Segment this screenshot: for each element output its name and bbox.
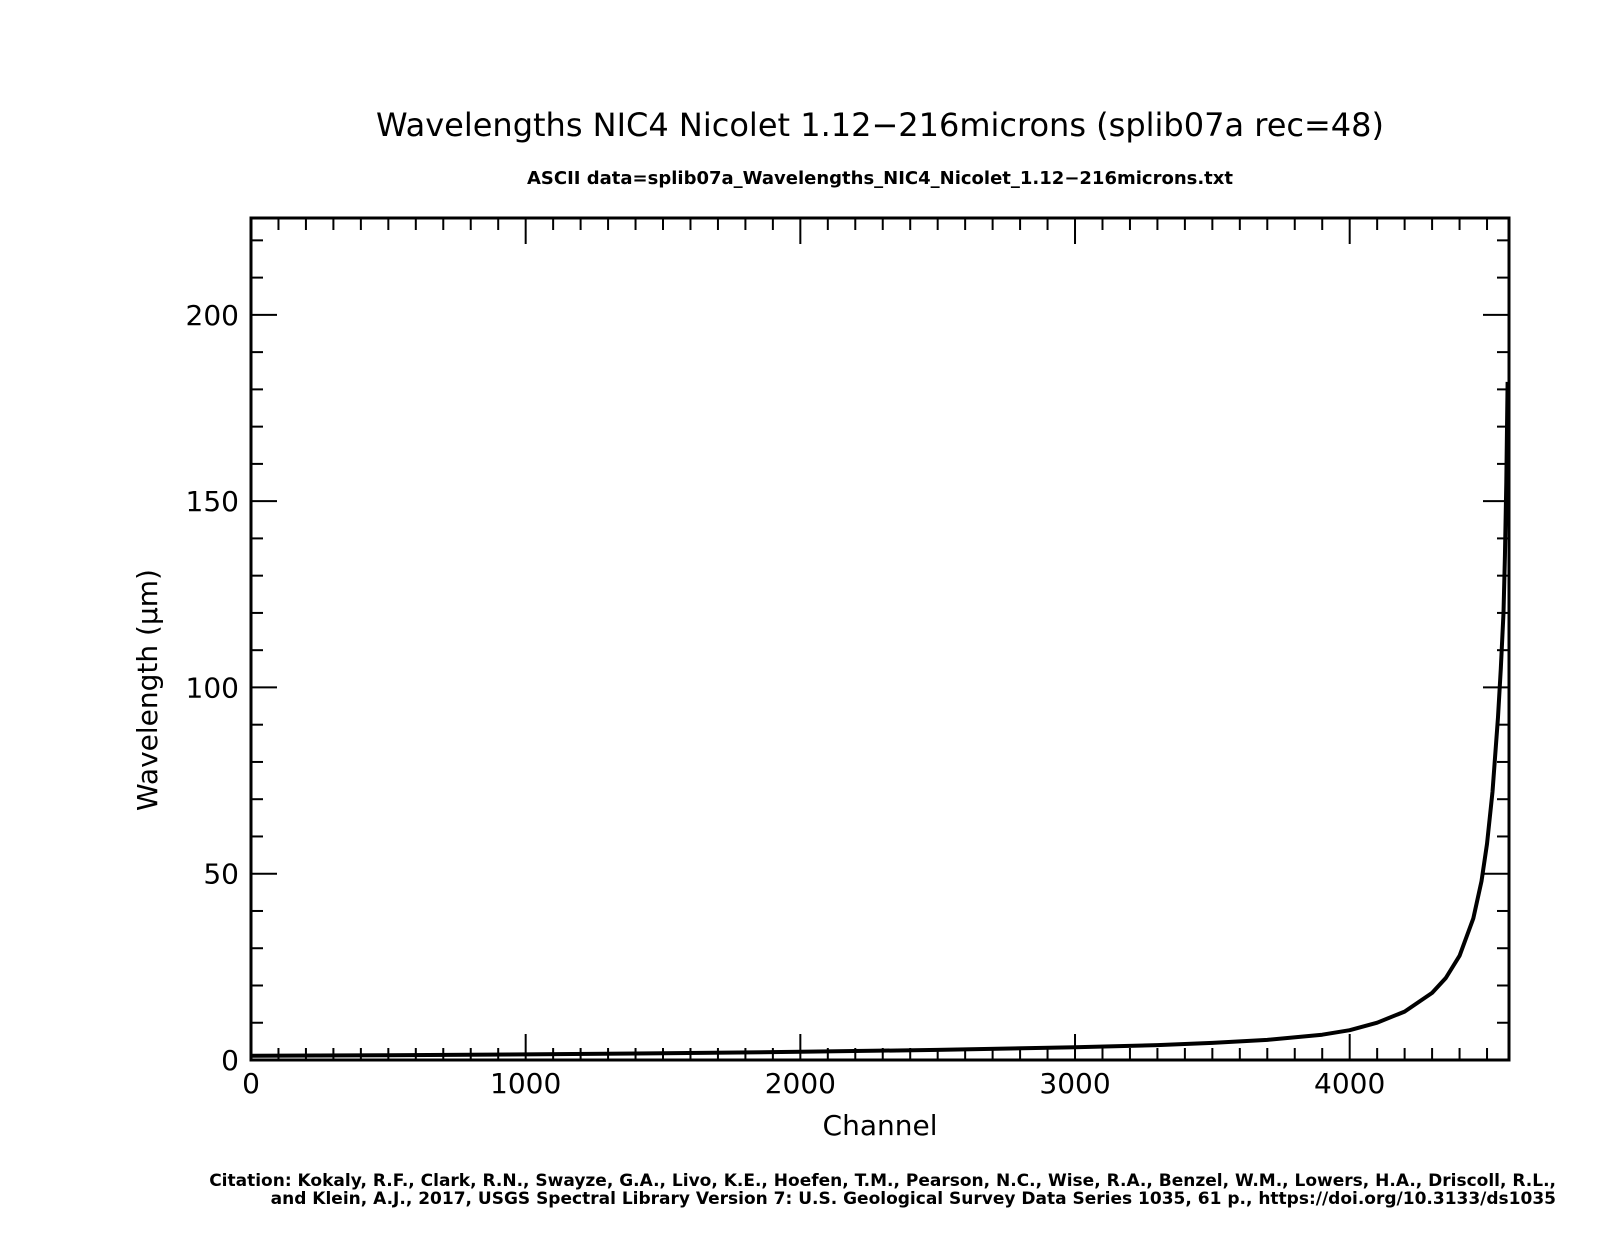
x-tick-label: 4000: [1314, 1067, 1385, 1100]
chart-subtitle: ASCII data=splib07a_Wavelengths_NIC4_Nic…: [527, 168, 1233, 189]
citation-line-2: and Klein, A.J., 2017, USGS Spectral Lib…: [271, 1189, 1556, 1209]
x-tick-label: 3000: [1039, 1067, 1110, 1100]
x-axis-label: Channel: [823, 1109, 938, 1142]
y-tick-label: 0: [221, 1044, 239, 1077]
x-tick-label: 2000: [765, 1067, 836, 1100]
y-tick-label: 200: [186, 299, 239, 332]
tick-labels: 0 1000 2000 3000 4000 0 50 100 150 200: [186, 299, 1386, 1100]
y-tick-label: 150: [186, 485, 239, 518]
axis-ticks: [250, 218, 1509, 1061]
x-tick-label: 0: [242, 1067, 260, 1100]
series-line: [250, 381, 1510, 1058]
plot-border: [249, 216, 1511, 1062]
x-tick-label: 1000: [490, 1067, 561, 1100]
y-tick-label: 100: [186, 671, 239, 704]
plot-frame: [249, 216, 1511, 1062]
y-axis-label: Wavelength (μm): [131, 569, 164, 811]
y-tick-label: 50: [203, 858, 239, 891]
chart-title: Wavelengths NIC4 Nicolet 1.12−216microns…: [376, 106, 1384, 144]
citation-line-1: Citation: Kokaly, R.F., Clark, R.N., Swa…: [209, 1171, 1556, 1191]
